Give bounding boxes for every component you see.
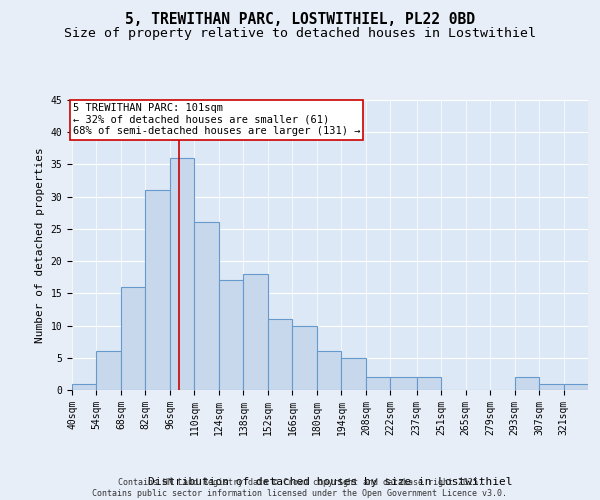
Bar <box>97 352 121 390</box>
Bar <box>317 352 341 390</box>
Y-axis label: Number of detached properties: Number of detached properties <box>35 147 45 343</box>
Text: 5 TREWITHAN PARC: 101sqm
← 32% of detached houses are smaller (61)
68% of semi-d: 5 TREWITHAN PARC: 101sqm ← 32% of detach… <box>73 103 361 136</box>
Bar <box>219 280 244 390</box>
Bar <box>268 319 292 390</box>
Bar <box>292 326 317 390</box>
Text: Contains HM Land Registry data © Crown copyright and database right 2025.
Contai: Contains HM Land Registry data © Crown c… <box>92 478 508 498</box>
Bar <box>145 190 170 390</box>
Bar <box>515 377 539 390</box>
Bar <box>341 358 366 390</box>
Bar <box>366 377 391 390</box>
Bar <box>121 287 145 390</box>
X-axis label: Distribution of detached houses by size in Lostwithiel: Distribution of detached houses by size … <box>148 476 512 486</box>
Bar <box>170 158 194 390</box>
Bar <box>563 384 588 390</box>
Bar <box>539 384 563 390</box>
Bar <box>72 384 97 390</box>
Bar <box>194 222 219 390</box>
Bar <box>416 377 441 390</box>
Bar <box>391 377 416 390</box>
Bar <box>244 274 268 390</box>
Text: 5, TREWITHAN PARC, LOSTWITHIEL, PL22 0BD: 5, TREWITHAN PARC, LOSTWITHIEL, PL22 0BD <box>125 12 475 28</box>
Text: Size of property relative to detached houses in Lostwithiel: Size of property relative to detached ho… <box>64 28 536 40</box>
